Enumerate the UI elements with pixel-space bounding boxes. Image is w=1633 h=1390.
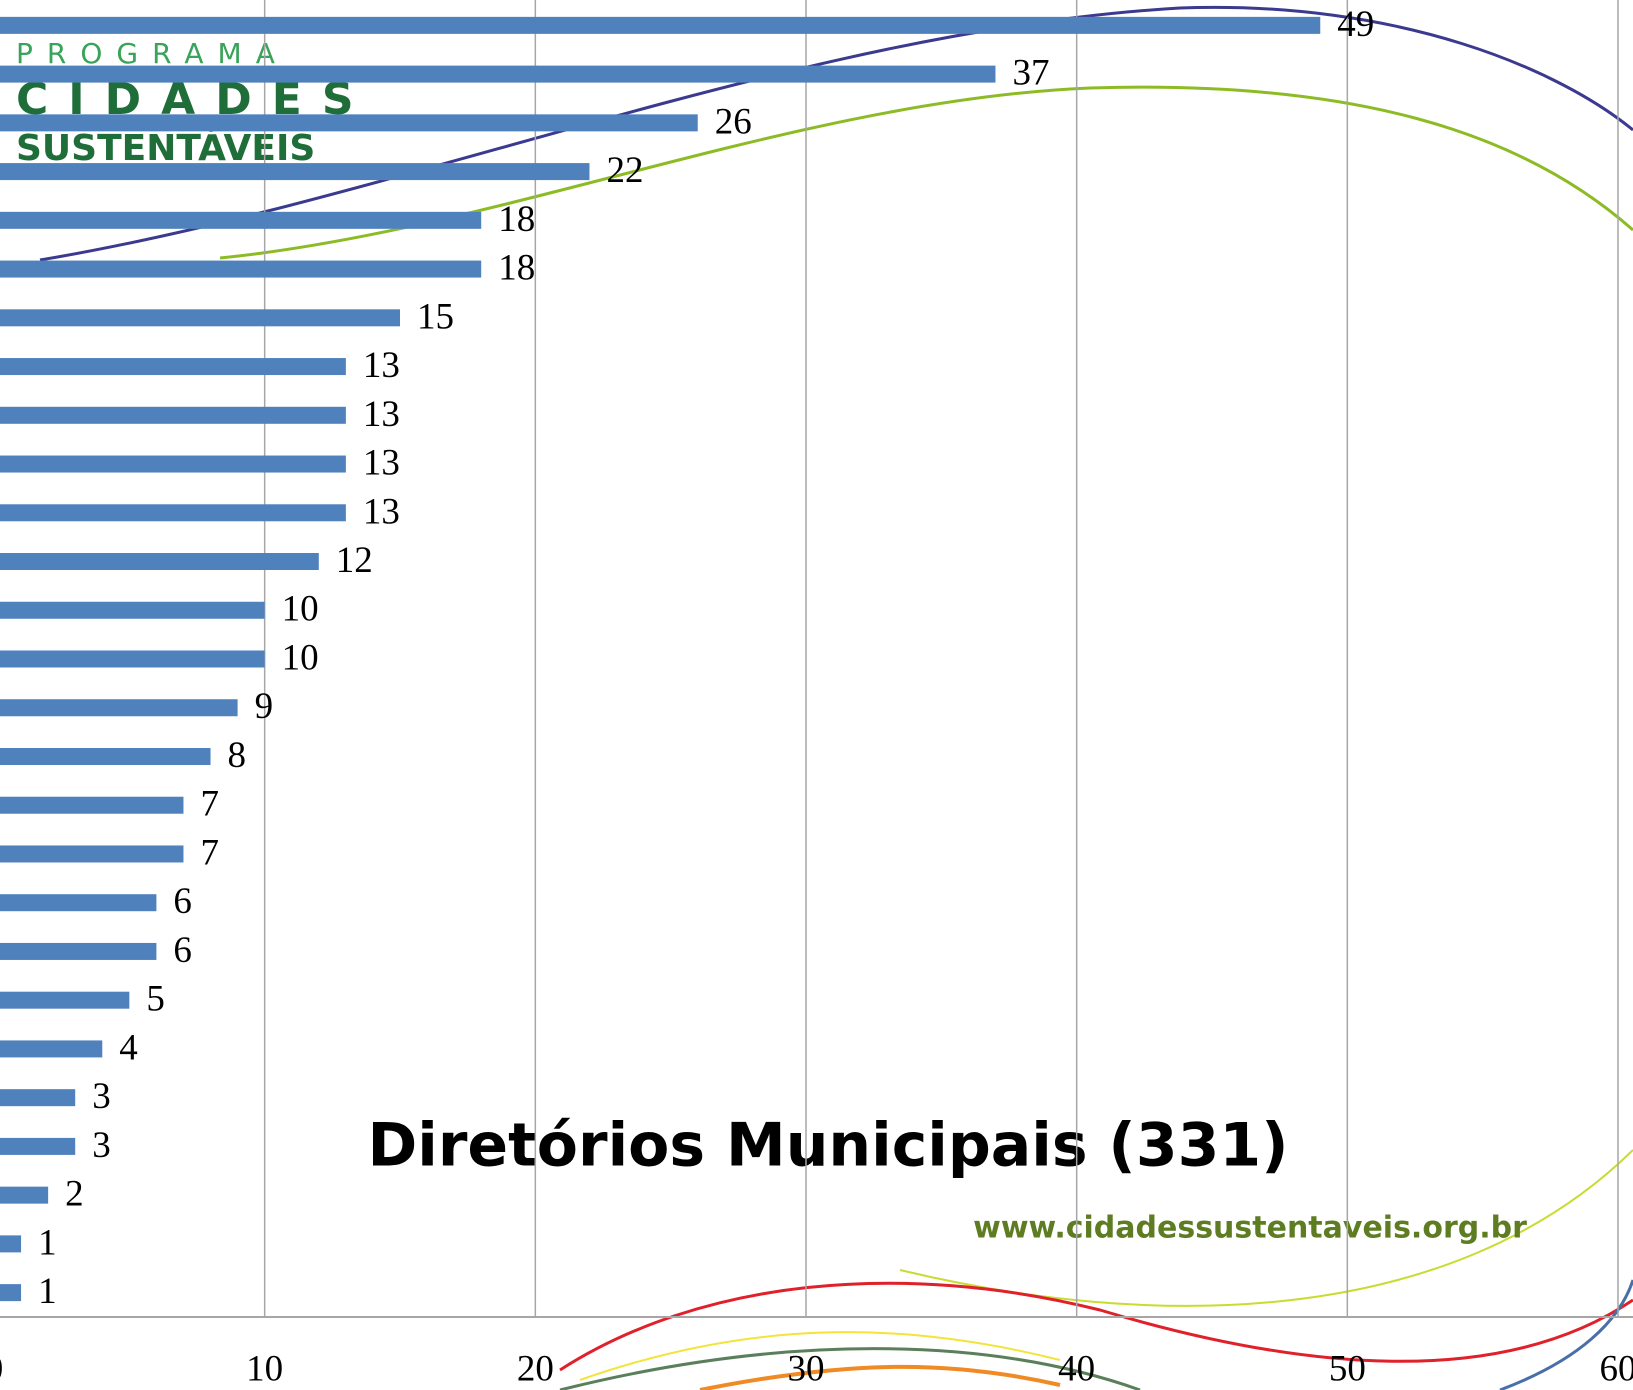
bar [0,114,698,132]
value-label: 1 [38,1271,57,1312]
value-label: 9 [255,686,274,727]
bar [0,699,238,717]
value-label: 5 [146,979,165,1020]
value-label: 10 [282,589,319,630]
value-label: 6 [173,881,192,922]
logo-line: PROGRAMA [16,37,289,70]
bar [0,455,346,473]
bar [0,845,184,863]
value-label: 2 [65,1174,84,1215]
logo: PROGRAMA CIDADES SUSTENTÁVEIS [16,37,354,169]
value-label: 3 [92,1076,111,1117]
value-label: 4 [119,1027,137,1068]
value-label: 10 [282,637,319,678]
bar [0,942,157,960]
bar [0,796,184,814]
x-tick-label: 60 [1600,1348,1633,1389]
value-label: 3 [92,1125,111,1166]
value-label: 22 [606,150,643,191]
value-label: 15 [417,296,454,337]
bar [0,1040,103,1058]
x-tick-label: 0 [0,1348,3,1389]
x-tick-label: 50 [1329,1348,1366,1389]
bar [0,65,996,83]
bar [0,211,482,229]
x-tick-label: 30 [788,1348,825,1389]
url: www.cidadessustentaveis.org.br [973,1211,1527,1246]
bar [0,650,265,668]
bar [0,601,265,619]
value-label: 8 [228,735,247,776]
bar [0,406,346,424]
bar [0,1284,22,1302]
bar [0,1235,22,1253]
bar [0,163,590,181]
bar [0,309,400,327]
value-label: 7 [200,832,219,873]
value-label: 7 [200,784,219,825]
x-tick-label: 10 [246,1348,283,1389]
bar [0,1137,76,1155]
value-label: 18 [498,248,535,289]
bar [0,1089,76,1107]
bar [0,894,157,912]
bar [0,260,482,278]
bar [0,747,211,765]
logo-line: SUSTENTÁVEIS [16,127,315,169]
chart-title: Diretórios Municipais (331) [367,1111,1288,1181]
bar [0,991,130,1009]
bar [0,504,346,522]
value-label: 26 [715,101,752,142]
value-label: 13 [363,345,400,386]
value-label: 49 [1337,4,1374,45]
value-label: 13 [363,394,400,435]
x-tick-label: 40 [1058,1348,1095,1389]
value-label: 13 [363,443,400,484]
bar [0,358,346,376]
bar [0,1186,49,1204]
value-label: 12 [336,540,373,581]
value-label: 18 [498,199,535,240]
value-label: 6 [173,930,192,971]
bar [0,553,319,571]
bar [0,16,1321,34]
value-label: 1 [38,1222,57,1263]
value-label: 37 [1012,53,1049,94]
value-label: 13 [363,491,400,532]
x-tick-label: 20 [517,1348,554,1389]
